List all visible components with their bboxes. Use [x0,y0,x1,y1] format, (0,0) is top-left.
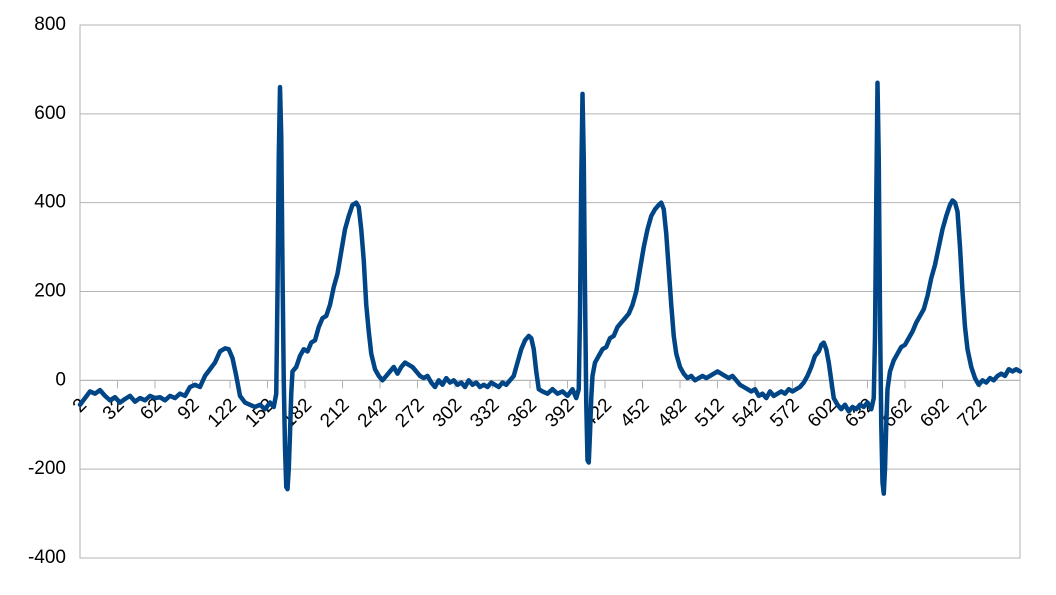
y-tick-label: 400 [34,192,66,213]
y-tick-label: -200 [28,458,66,479]
x-tick-label: 452 [616,395,653,432]
x-tick-label: 272 [391,395,428,432]
x-tick-label: 392 [541,395,578,432]
x-tick-label: 692 [916,395,953,432]
x-tick-label: 362 [504,395,541,432]
y-tick-label: 200 [34,281,66,302]
x-tick-label: 212 [316,395,353,432]
x-tick-label: 482 [654,395,691,432]
y-tick-label: 0 [55,369,66,390]
x-tick-label: 722 [954,395,991,432]
x-tick-label: 572 [766,395,803,432]
y-tick-label: 800 [34,14,66,35]
x-tick-label: 512 [691,395,728,432]
x-tick-label: 92 [174,395,204,425]
x-tick-label: 332 [466,395,503,432]
y-tick-label: -400 [28,547,66,568]
x-tick-label: 302 [429,395,466,432]
x-tick-label: 542 [729,395,766,432]
y-tick-label: 600 [34,103,66,124]
x-tick-label: 122 [204,395,241,432]
data-line [77,80,1023,496]
x-tick-label: 242 [354,395,391,432]
